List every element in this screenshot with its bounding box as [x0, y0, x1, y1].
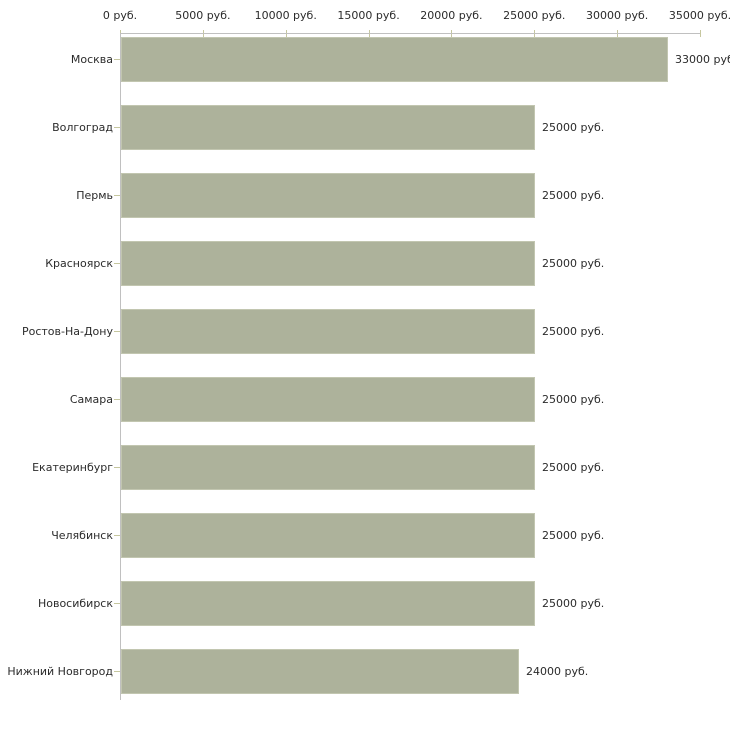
category-label: Ростов-На-Дону	[21, 325, 113, 338]
bar	[121, 649, 519, 694]
y-axis-line	[120, 33, 121, 700]
y-tick-mark	[114, 127, 120, 128]
x-tick-label: 15000 руб.	[337, 9, 400, 22]
bar	[121, 37, 668, 82]
category-label: Самара	[69, 393, 113, 406]
bar	[121, 173, 535, 218]
y-tick-mark	[114, 331, 120, 332]
x-tick-mark	[700, 30, 701, 37]
value-label: 25000 руб.	[542, 189, 605, 202]
value-label: 25000 руб.	[542, 257, 605, 270]
value-label: 33000 руб.	[675, 53, 730, 66]
x-tick-label: 35000 руб.	[668, 9, 730, 22]
category-label: Волгоград	[52, 121, 113, 134]
category-label: Москва	[70, 53, 113, 66]
category-label: Пермь	[76, 189, 113, 202]
value-label: 25000 руб.	[542, 461, 605, 474]
value-label: 25000 руб.	[542, 529, 605, 542]
bar	[121, 513, 535, 558]
y-tick-mark	[114, 399, 120, 400]
bar	[121, 105, 535, 150]
x-tick-label: 5000 руб.	[175, 9, 231, 22]
bar	[121, 581, 535, 626]
y-tick-mark	[114, 671, 120, 672]
y-tick-mark	[114, 467, 120, 468]
bar	[121, 309, 535, 354]
x-tick-label: 0 руб.	[102, 9, 138, 22]
x-tick-label: 25000 руб.	[503, 9, 566, 22]
value-label: 24000 руб.	[526, 665, 589, 678]
y-tick-mark	[114, 195, 120, 196]
category-label: Новосибирск	[37, 597, 113, 610]
value-label: 25000 руб.	[542, 121, 605, 134]
x-tick-label: 30000 руб.	[586, 9, 649, 22]
y-tick-mark	[114, 603, 120, 604]
bar	[121, 377, 535, 422]
value-label: 25000 руб.	[542, 325, 605, 338]
y-tick-mark	[114, 59, 120, 60]
value-label: 25000 руб.	[542, 393, 605, 406]
x-tick-label: 20000 руб.	[420, 9, 483, 22]
y-tick-mark	[114, 535, 120, 536]
x-tick-label: 10000 руб.	[254, 9, 317, 22]
bar	[121, 241, 535, 286]
category-label: Красноярск	[45, 257, 113, 270]
value-label: 25000 руб.	[542, 597, 605, 610]
bar	[121, 445, 535, 490]
category-label: Екатеринбург	[32, 461, 113, 474]
y-tick-mark	[114, 263, 120, 264]
category-label: Нижний Новгород	[7, 665, 113, 678]
category-label: Челябинск	[51, 529, 113, 542]
x-axis-line	[120, 33, 700, 34]
